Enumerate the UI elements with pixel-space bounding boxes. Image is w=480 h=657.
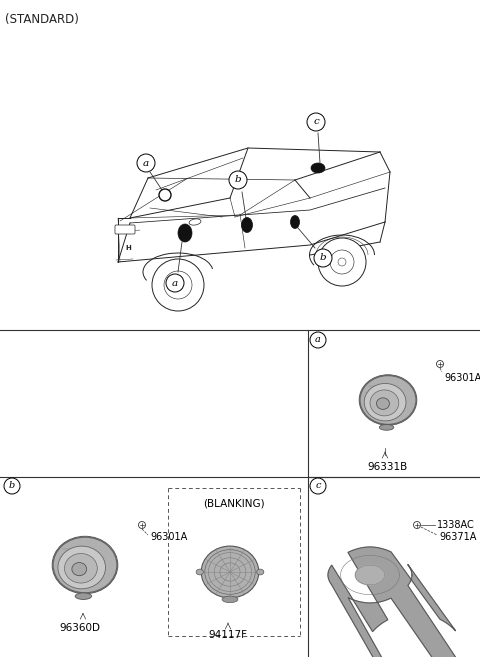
Ellipse shape — [379, 424, 394, 430]
Ellipse shape — [52, 536, 118, 594]
Text: 96301A: 96301A — [150, 532, 187, 542]
Text: 96301A: 96301A — [444, 373, 480, 383]
Circle shape — [4, 478, 20, 494]
Text: b: b — [320, 254, 326, 263]
Circle shape — [139, 522, 145, 528]
FancyBboxPatch shape — [115, 225, 135, 234]
Circle shape — [164, 271, 192, 299]
Text: 96360D: 96360D — [60, 623, 100, 633]
Ellipse shape — [290, 215, 300, 229]
Circle shape — [137, 154, 155, 172]
Ellipse shape — [311, 163, 325, 173]
Circle shape — [166, 274, 184, 292]
Circle shape — [152, 259, 204, 311]
Ellipse shape — [359, 374, 417, 425]
Text: 96331B: 96331B — [367, 462, 407, 472]
Polygon shape — [355, 565, 384, 585]
Circle shape — [307, 113, 325, 131]
Text: 94117F: 94117F — [208, 630, 248, 640]
Ellipse shape — [72, 562, 86, 576]
Text: (BLANKING): (BLANKING) — [203, 498, 265, 508]
Circle shape — [159, 189, 171, 201]
Ellipse shape — [376, 398, 389, 409]
Ellipse shape — [64, 553, 97, 583]
Ellipse shape — [201, 546, 259, 598]
Circle shape — [310, 478, 326, 494]
Text: b: b — [235, 175, 241, 185]
Ellipse shape — [189, 219, 201, 225]
Text: a: a — [143, 158, 149, 168]
Text: H: H — [125, 245, 131, 251]
Ellipse shape — [370, 390, 399, 416]
Text: c: c — [315, 482, 321, 491]
Circle shape — [318, 238, 366, 286]
Circle shape — [229, 171, 247, 189]
Polygon shape — [328, 547, 456, 657]
Text: a: a — [315, 336, 321, 344]
Circle shape — [330, 250, 354, 274]
Ellipse shape — [75, 593, 92, 599]
Circle shape — [314, 249, 332, 267]
Ellipse shape — [241, 217, 252, 233]
Circle shape — [338, 258, 346, 266]
Circle shape — [436, 361, 444, 367]
Ellipse shape — [178, 224, 192, 242]
Circle shape — [413, 522, 420, 528]
Circle shape — [310, 332, 326, 348]
Text: 96371A: 96371A — [439, 532, 476, 542]
Text: a: a — [172, 279, 178, 288]
Ellipse shape — [257, 569, 264, 575]
Text: (STANDARD): (STANDARD) — [5, 13, 79, 26]
Text: b: b — [9, 482, 15, 491]
Ellipse shape — [58, 546, 106, 589]
Ellipse shape — [196, 569, 204, 575]
Ellipse shape — [364, 384, 406, 421]
Text: c: c — [313, 118, 319, 127]
Ellipse shape — [222, 596, 238, 602]
Circle shape — [173, 280, 183, 290]
Text: 1338AC: 1338AC — [437, 520, 475, 530]
